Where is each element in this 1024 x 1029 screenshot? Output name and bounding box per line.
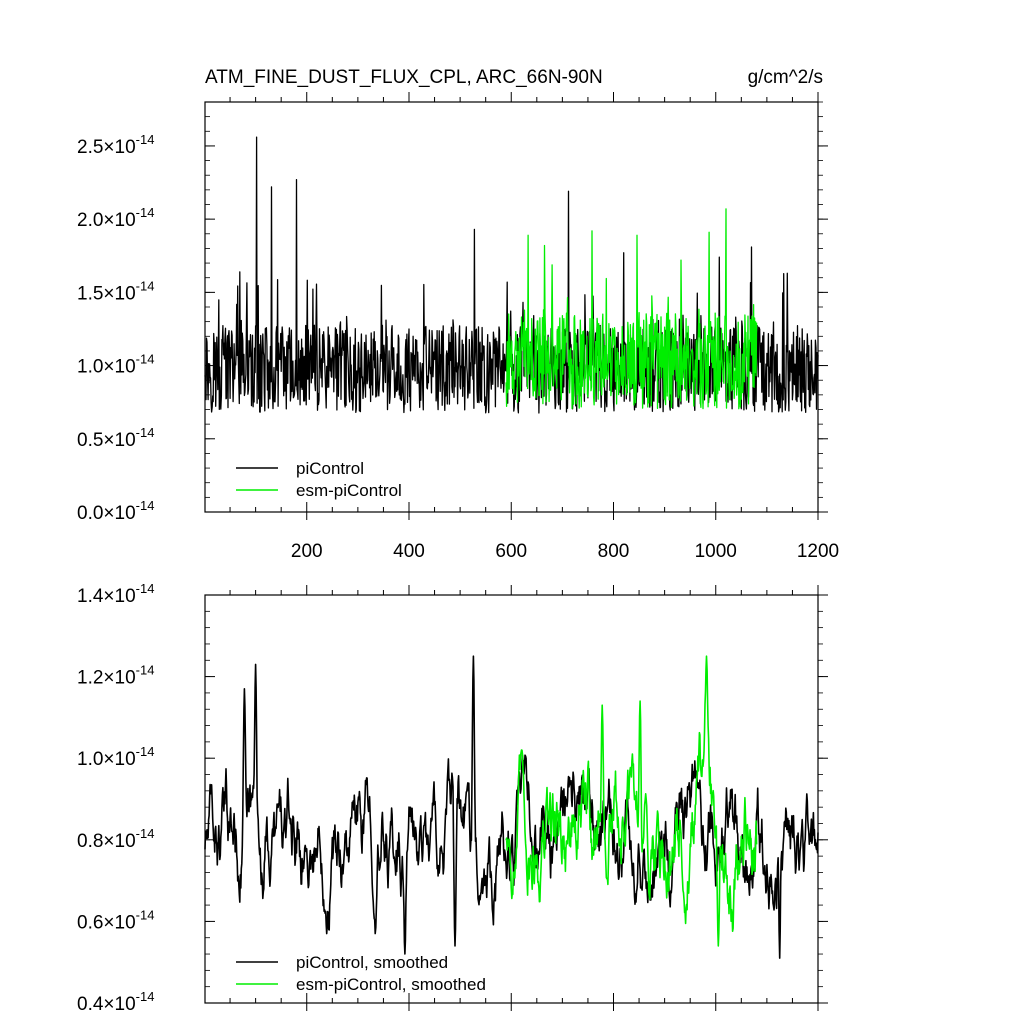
top-ytick-label: 2.0×10-14 (77, 205, 154, 231)
units-label: g/cm^2/s (748, 67, 823, 88)
bottom-series-esm-picontrol-smoothed (505, 655, 758, 947)
top-ytick-label: 2.5×10-14 (77, 132, 154, 158)
bottom-ytick-label: 1.4×10-14 (77, 581, 154, 607)
top-ytick-label: 1.0×10-14 (77, 352, 154, 378)
legend-label-picontrol-smoothed: piControl, smoothed (296, 953, 448, 972)
top-ytick-label: 0.5×10-14 (77, 425, 154, 451)
top-ytick-label: 1.5×10-14 (77, 278, 154, 304)
bottom-ytick-label: 0.8×10-14 (77, 826, 154, 852)
bottom-ytick-label: 1.2×10-14 (77, 663, 154, 689)
chart-title: ATM_FINE_DUST_FLUX_CPL, ARC_66N-90N (205, 67, 603, 88)
bottom-ytick-label: 0.6×10-14 (77, 907, 154, 933)
top-xtick-label: 600 (495, 541, 527, 562)
bottom-ytick-label: 0.4×10-14 (77, 989, 154, 1015)
top-xtick-label: 1200 (797, 541, 839, 562)
top-panel: 0.0×10-14 0.5×10-14 1.0×10-14 1.5×10-14 2.0×… (77, 92, 839, 562)
top-xtick-label: 1000 (695, 541, 737, 562)
bottom-ytick-label: 1.0×10-14 (77, 744, 154, 770)
top-xtick-label: 400 (393, 541, 425, 562)
bottom-series-picontrol-smoothed (204, 655, 819, 959)
top-series-esm-picontrol (505, 208, 758, 410)
bottom-legend: piControl, smoothed esm-piControl, smoot… (236, 953, 486, 994)
top-xtick-label: 800 (598, 541, 630, 562)
bottom-panel: 0.4×10-14 0.6×10-14 0.8×10-14 1.0×10-14 1.2×… (77, 581, 828, 1015)
top-legend: piControl esm-piControl (236, 459, 402, 500)
legend-label-esm-picontrol-smoothed: esm-piControl, smoothed (296, 975, 486, 994)
top-xtick-label: 200 (291, 541, 323, 562)
top-ytick-label: 0.0×10-14 (77, 498, 154, 524)
legend-label-esm-picontrol: esm-piControl (296, 481, 402, 500)
legend-label-picontrol: piControl (296, 459, 364, 478)
